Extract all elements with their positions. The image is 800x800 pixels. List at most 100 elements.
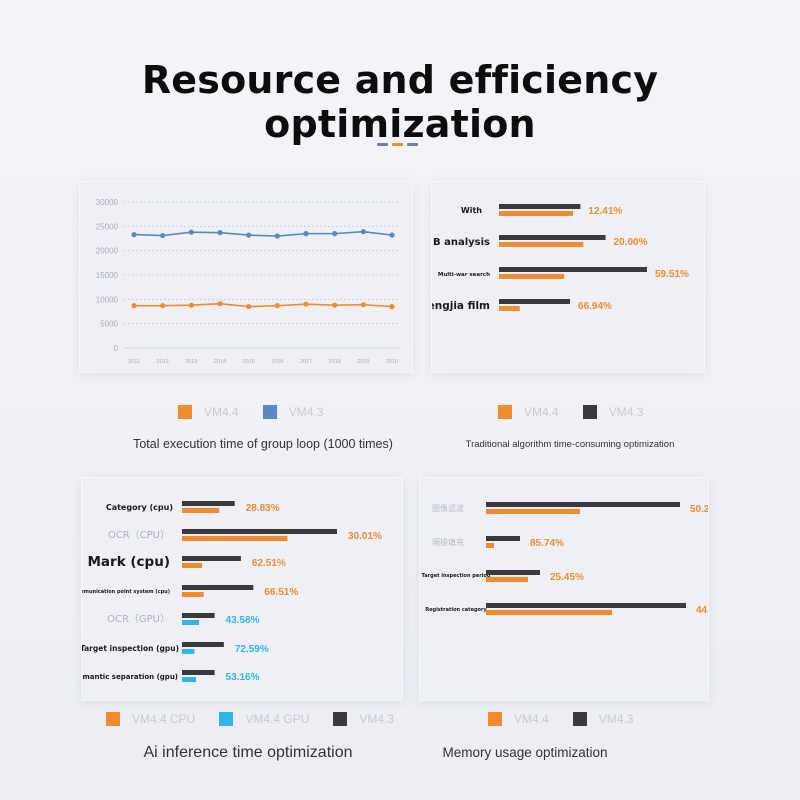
series-line [133,230,393,237]
traditional-algorithm-chart-panel: With 12.41% B analysis 20.00% Multi-war sear… [432,182,704,372]
data-label: 50.21% [690,504,708,515]
bar [486,509,580,514]
data-label: 85.74% [530,538,564,549]
category-label: Semantic separation (gpu) [82,673,178,681]
category-label: With [461,206,482,215]
legend-label: VM4.4 [204,405,239,419]
y-tick-label: 25000 [96,222,119,231]
data-point [131,232,137,238]
legend-swatch [582,405,597,419]
x-tick-label: 2011 [128,359,140,365]
data-label: 62.51% [252,558,286,569]
data-point [332,231,338,237]
data-label: 59.51% [655,269,689,280]
memory-usage-chart-panel: 图像滤波 50.21% 隔操填充 85.74% Target inspection pe… [420,478,708,700]
data-point [217,301,223,307]
x-tick-label: 2015 [243,359,255,365]
category-label: Zhengjia film [432,300,490,312]
bar [182,585,254,590]
data-point [389,232,395,238]
category-label: 图像滤波 [432,503,464,513]
bar [182,556,241,561]
chart-caption: Ai inference time optimization [143,744,353,761]
bar [182,613,215,618]
data-point [274,303,280,309]
legend-item: VM4.3 [333,712,394,726]
data-label: 12.41% [588,206,622,217]
legend-label: VM4.4 [514,712,549,726]
bar [182,536,288,541]
legend-swatch [572,712,587,726]
legend-swatch [488,712,502,726]
legend-label: VM4.3 [598,712,634,726]
legend-swatch [498,405,512,419]
x-tick-label: 2012 [157,359,169,365]
series-line [134,302,393,308]
data-label: 28.83% [246,503,280,514]
bar [182,642,224,647]
title-decoration [377,143,388,146]
legend-item: VM4.3 [582,405,644,419]
bar [182,649,195,654]
data-point [360,302,366,308]
data-label: 66.94% [578,301,612,312]
category-label: Target inspection period [422,573,491,579]
y-tick-label: 20000 [96,247,119,256]
data-label: 25.45% [550,572,584,583]
data-label: 20.00% [614,237,648,248]
bar [182,529,337,534]
data-point [303,231,309,237]
data-label: 43.58% [226,615,260,626]
data-point [274,233,280,239]
y-tick-label: 5000 [100,320,118,329]
legend-label: VM4.3 [608,405,644,419]
chart-caption: Traditional algorithm time-consuming opt… [465,439,675,450]
chart-legend: VM4.4 VM4.3 [178,405,347,419]
bar [486,570,540,575]
legend-item: VM4.4 GPU [219,712,309,726]
x-tick-label: 2018 [329,359,341,365]
bar [486,577,528,582]
legend-label: VM4.4 CPU [132,712,196,726]
data-point [246,304,252,310]
data-label: 44.26% [696,605,708,616]
bar [486,502,680,507]
data-point [188,229,194,235]
legend-item: VM4.4 CPU [106,712,195,726]
x-tick-label: 2016 [271,359,283,365]
bar [499,211,573,216]
y-tick-label: 15000 [96,271,119,280]
bar [486,610,612,615]
category-label: Mark (cpu) [88,554,171,570]
x-tick-label: 2010 [386,359,398,365]
legend-item: VM4.3 [262,405,323,419]
bar [499,267,647,272]
x-tick-label: 2013 [185,359,197,365]
bar [499,235,606,240]
chart-caption: Total execution time of group loop (1000… [133,437,393,451]
category-label: Target inspection (gpu) [82,644,179,653]
legend-swatch [106,712,120,726]
bar [182,501,235,506]
data-point [160,303,166,309]
category-label: Multi-war search [438,272,490,278]
page-title: Resource and efficiency optimization [141,58,659,146]
execution-time-line-chart: 30000 25000 20000 15000 10000 5000 0 2011 2012 20… [96,198,400,365]
category-label: OCR（GPU） [107,613,170,625]
legend-swatch [262,405,277,419]
bar [499,204,581,209]
bar [182,508,220,513]
bar [182,592,204,597]
data-point [188,302,194,308]
memory-usage-bar-chart: 图像滤波 50.21% 隔操填充 85.74% Target inspection pe… [422,502,708,616]
data-label: 53.16% [226,672,260,683]
bar [499,299,571,304]
legend-item: VM4.3 [572,712,634,726]
legend-label: VM4.3 [359,712,395,726]
data-label: 66.51% [264,587,298,598]
data-point [160,232,166,239]
legend-item: VM4.4 [178,405,239,419]
bar [182,563,203,568]
chart-legend: VM4.4 VM4.3 [498,405,667,419]
data-point [303,301,309,307]
